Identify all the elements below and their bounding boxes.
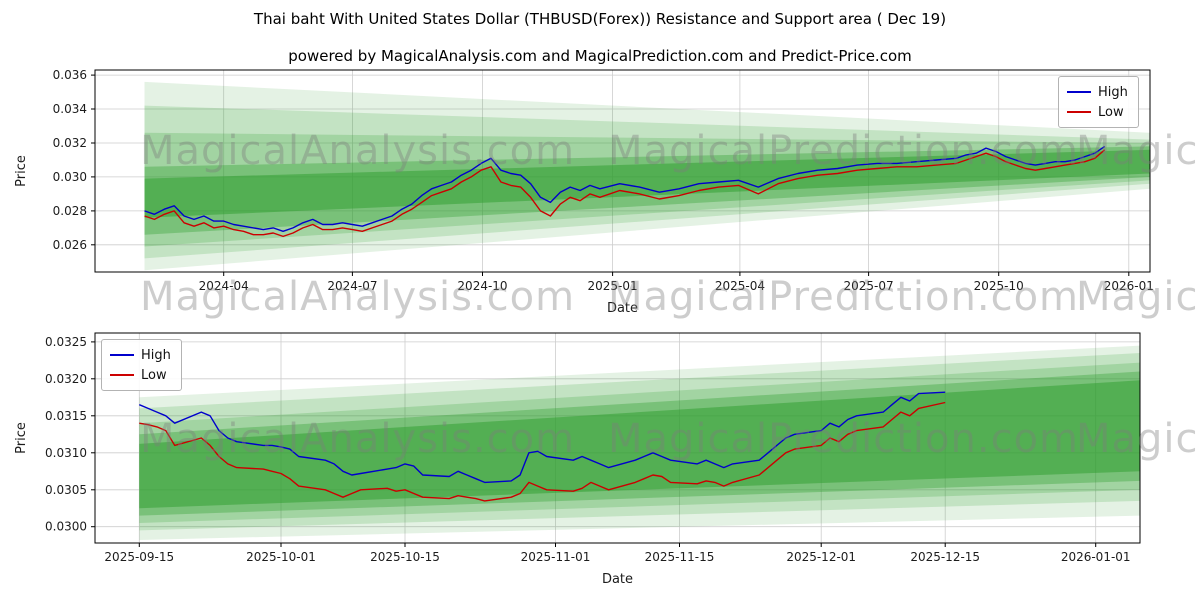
svg-text:2025-04: 2025-04 <box>715 279 765 293</box>
high-line-swatch <box>110 354 134 356</box>
svg-text:Price: Price <box>14 155 29 187</box>
svg-text:2025-12-01: 2025-12-01 <box>786 550 856 564</box>
svg-text:Date: Date <box>602 572 633 587</box>
page-title: Thai baht With United States Dollar (THB… <box>253 10 947 28</box>
svg-text:2024-10: 2024-10 <box>457 279 507 293</box>
low-line-swatch <box>110 374 134 376</box>
svg-text:0.028: 0.028 <box>53 204 87 218</box>
svg-text:0.0315: 0.0315 <box>45 409 87 423</box>
svg-text:0.026: 0.026 <box>53 238 87 252</box>
legend-top-chart: High Low <box>1058 76 1139 128</box>
svg-text:2025-12-15: 2025-12-15 <box>910 550 980 564</box>
svg-text:2026-01-01: 2026-01-01 <box>1061 550 1131 564</box>
svg-text:0.0320: 0.0320 <box>45 372 87 386</box>
svg-text:0.034: 0.034 <box>53 102 87 116</box>
svg-text:2025-01: 2025-01 <box>588 279 638 293</box>
svg-text:2025-10: 2025-10 <box>974 279 1024 293</box>
svg-text:2025-09-15: 2025-09-15 <box>104 550 174 564</box>
legend-label-high: High <box>141 347 171 363</box>
svg-text:0.0310: 0.0310 <box>45 446 87 460</box>
legend-label-high: High <box>1098 84 1128 100</box>
svg-text:2025-10-15: 2025-10-15 <box>370 550 440 564</box>
svg-text:0.0300: 0.0300 <box>45 520 87 534</box>
svg-text:2025-11-15: 2025-11-15 <box>645 550 715 564</box>
svg-text:2024-04: 2024-04 <box>199 279 249 293</box>
legend-entry-low: Low <box>110 365 171 385</box>
high-line-swatch <box>1067 91 1091 93</box>
page-subtitle: powered by MagicalAnalysis.com and Magic… <box>288 47 912 65</box>
svg-text:2024-07: 2024-07 <box>327 279 377 293</box>
legend-label-low: Low <box>1098 104 1124 120</box>
legend-label-low: Low <box>141 367 167 383</box>
svg-text:2025-07: 2025-07 <box>844 279 894 293</box>
low-line-swatch <box>1067 111 1091 113</box>
svg-text:0.0305: 0.0305 <box>45 483 87 497</box>
svg-text:Price: Price <box>14 422 29 454</box>
svg-text:Date: Date <box>607 301 638 316</box>
svg-text:2026-01: 2026-01 <box>1104 279 1154 293</box>
svg-text:0.036: 0.036 <box>53 68 87 82</box>
legend-entry-high: High <box>110 345 171 365</box>
svg-text:0.032: 0.032 <box>53 136 87 150</box>
legend-bottom-chart: High Low <box>101 339 182 391</box>
svg-text:2025-11-01: 2025-11-01 <box>521 550 591 564</box>
svg-text:0.030: 0.030 <box>53 170 87 184</box>
legend-entry-high: High <box>1067 82 1128 102</box>
svg-text:2025-10-01: 2025-10-01 <box>246 550 316 564</box>
legend-entry-low: Low <box>1067 102 1128 122</box>
svg-text:0.0325: 0.0325 <box>45 335 87 349</box>
